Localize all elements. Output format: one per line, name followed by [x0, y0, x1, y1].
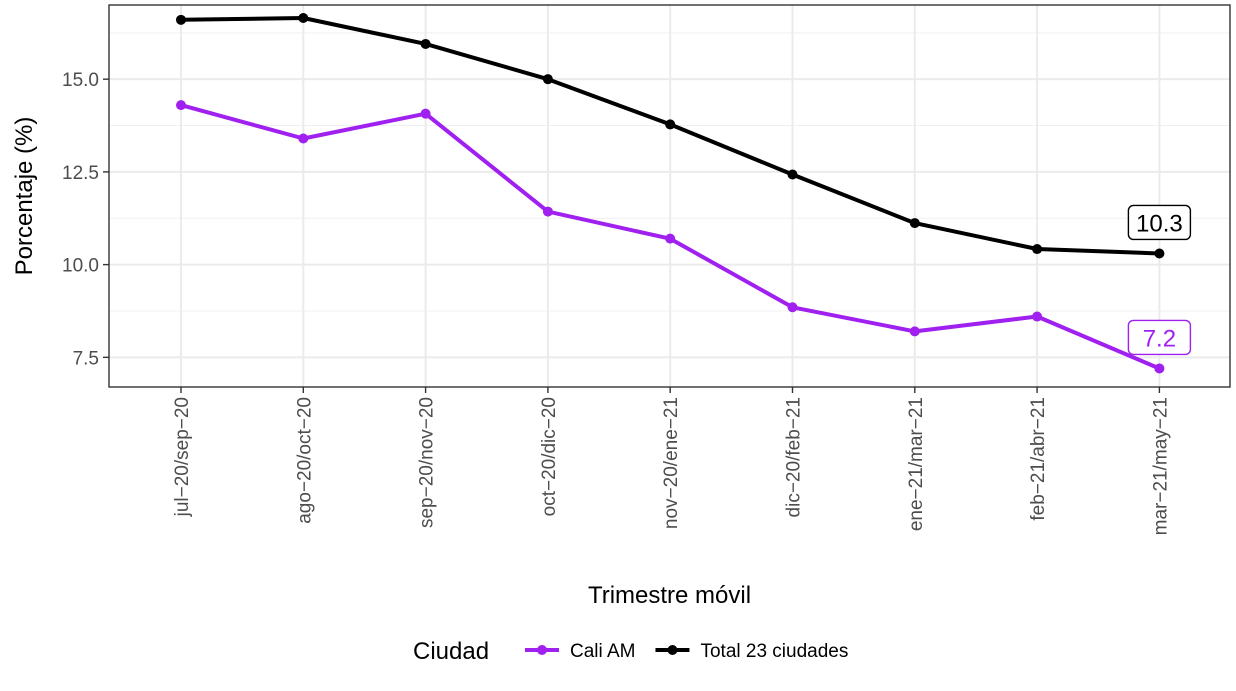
x-tick-label: ene−21/mar−21 — [906, 397, 927, 531]
end-label-box — [1127, 204, 1192, 241]
x-tick-label: feb−21/abr−21 — [1028, 397, 1049, 521]
data-point — [665, 233, 676, 244]
data-point — [1154, 363, 1165, 374]
y-axis-title: Porcentaje (%) — [11, 117, 38, 276]
series-layer: 7.2 10.3 — [176, 12, 1192, 374]
data-point — [176, 14, 186, 25]
x-axis-title: Trimestre móvil — [588, 582, 751, 609]
end-label-box — [1127, 319, 1192, 356]
end-label-text: 10.3 — [1136, 210, 1183, 237]
y-tick-label: 15.0 — [62, 70, 99, 91]
legend-key-point — [667, 645, 678, 655]
legend-label: Total 23 ciudades — [700, 641, 848, 662]
x-tick-label: dic−20/feb−21 — [784, 397, 805, 517]
end-label-text: 7.2 — [1143, 325, 1176, 352]
x-tick-label: oct−20/dic−20 — [539, 397, 560, 516]
y-tick-label: 7.5 — [73, 348, 99, 369]
data-point — [1032, 244, 1043, 255]
data-point — [909, 218, 920, 229]
x-axis: jul−20/sep−20 ago−20/oct−20 sep−20/nov−20 o… — [172, 387, 1171, 535]
x-tick-label: nov−20/ene−21 — [661, 397, 682, 529]
y-tick-label: 12.5 — [62, 163, 99, 184]
x-tick-label: sep−20/nov−20 — [417, 397, 438, 528]
y-tick-label: 10.0 — [62, 256, 99, 277]
x-tick-label: mar−21/may−21 — [1150, 397, 1171, 535]
data-point — [420, 108, 431, 119]
data-point — [1032, 311, 1043, 322]
data-point — [1154, 248, 1165, 259]
y-axis: 7.5 10.0 12.5 15.0 — [62, 70, 109, 369]
x-tick-label: jul−20/sep−20 — [172, 397, 193, 517]
data-point — [909, 326, 920, 337]
legend-item: Cali AM — [525, 641, 635, 662]
legend-key-point — [537, 645, 547, 655]
data-point — [420, 38, 431, 49]
legend-title: Ciudad — [413, 638, 489, 665]
end-label: 10.3 — [1127, 204, 1192, 241]
legend: Ciudad Cali AM Total 23 ciudades — [413, 638, 848, 665]
data-point — [542, 206, 553, 217]
data-point — [542, 74, 553, 85]
end-label: 7.2 — [1127, 319, 1192, 356]
legend-item: Total 23 ciudades — [655, 641, 848, 662]
x-tick-label: ago−20/oct−20 — [294, 397, 315, 524]
major-gridlines — [109, 5, 1230, 387]
data-point — [665, 119, 676, 130]
data-point — [787, 169, 798, 180]
data-point — [787, 302, 798, 313]
data-point — [176, 100, 186, 111]
data-point — [298, 133, 309, 144]
data-point — [298, 12, 309, 23]
legend-label: Cali AM — [570, 641, 635, 662]
